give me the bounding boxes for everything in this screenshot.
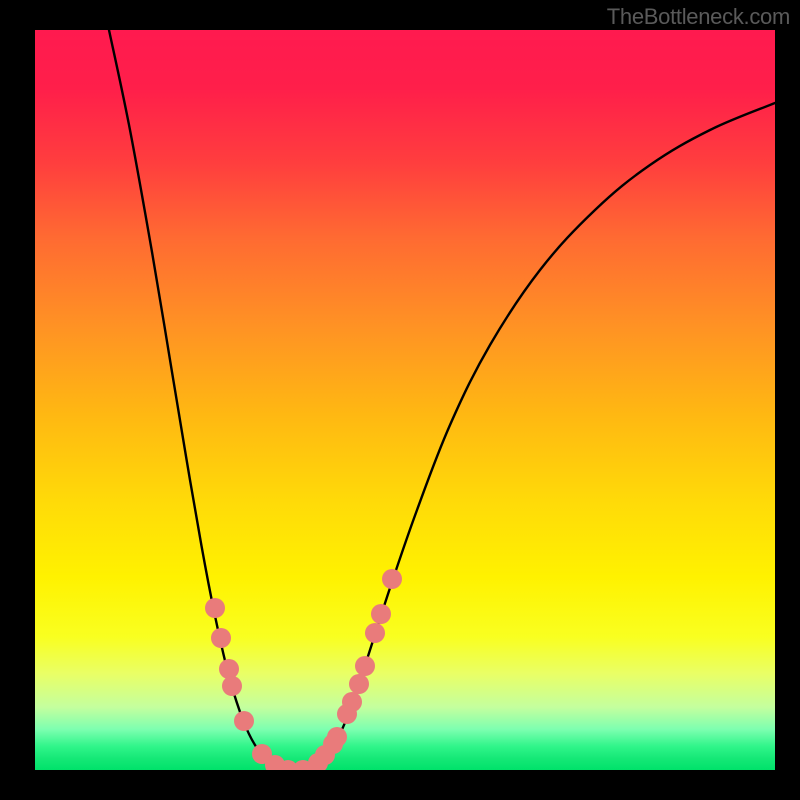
data-marker xyxy=(211,628,231,648)
data-marker xyxy=(219,659,239,679)
data-marker xyxy=(382,569,402,589)
watermark-text: TheBottleneck.com xyxy=(607,4,790,30)
gradient-background xyxy=(35,30,775,770)
data-marker xyxy=(234,711,254,731)
data-marker xyxy=(222,676,242,696)
data-marker xyxy=(205,598,225,618)
data-marker xyxy=(365,623,385,643)
bottleneck-chart xyxy=(0,0,800,800)
data-marker xyxy=(355,656,375,676)
data-marker xyxy=(342,692,362,712)
data-marker xyxy=(349,674,369,694)
data-marker xyxy=(371,604,391,624)
data-marker xyxy=(327,727,347,747)
